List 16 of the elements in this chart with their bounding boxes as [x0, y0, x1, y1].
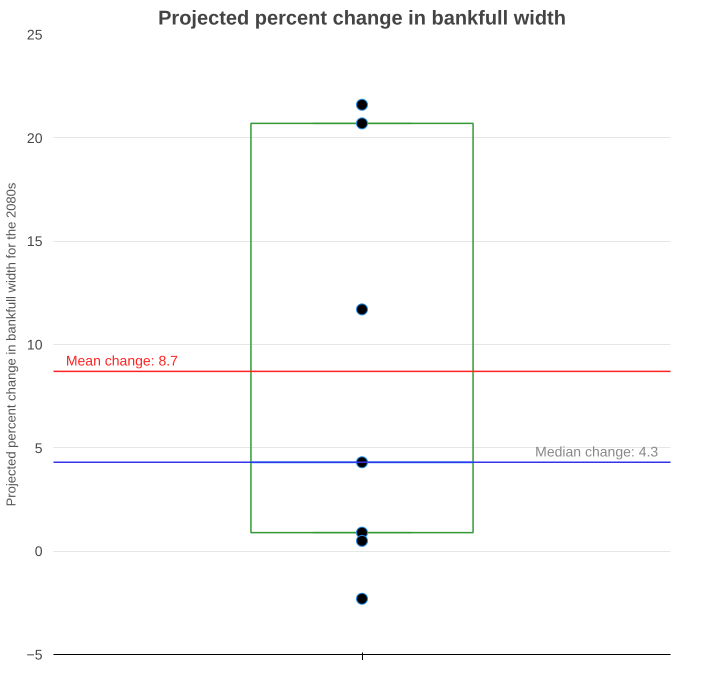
- ref-line-label: Median change: 4.3: [535, 443, 658, 460]
- point: [356, 534, 368, 547]
- point: [356, 98, 368, 111]
- y-tick-label: 15: [26, 233, 43, 250]
- y-axis-title: Projected percent change in bankfull width for the 2080s: [4, 182, 19, 506]
- point: [356, 592, 368, 605]
- y-tick-label: 10: [26, 336, 43, 352]
- point: [356, 303, 368, 316]
- point: [356, 117, 368, 130]
- y-tick-label: 0: [34, 543, 43, 560]
- y-tick-label: 5: [34, 440, 43, 456]
- chart-title: Projected percent change in bankfull width: [158, 8, 566, 30]
- y-tick-label: −5: [26, 646, 43, 662]
- y-tick-label: 20: [26, 130, 43, 146]
- y-tick-label: 25: [26, 26, 43, 42]
- ref-line-label: Mean change: 8.7: [66, 352, 178, 368]
